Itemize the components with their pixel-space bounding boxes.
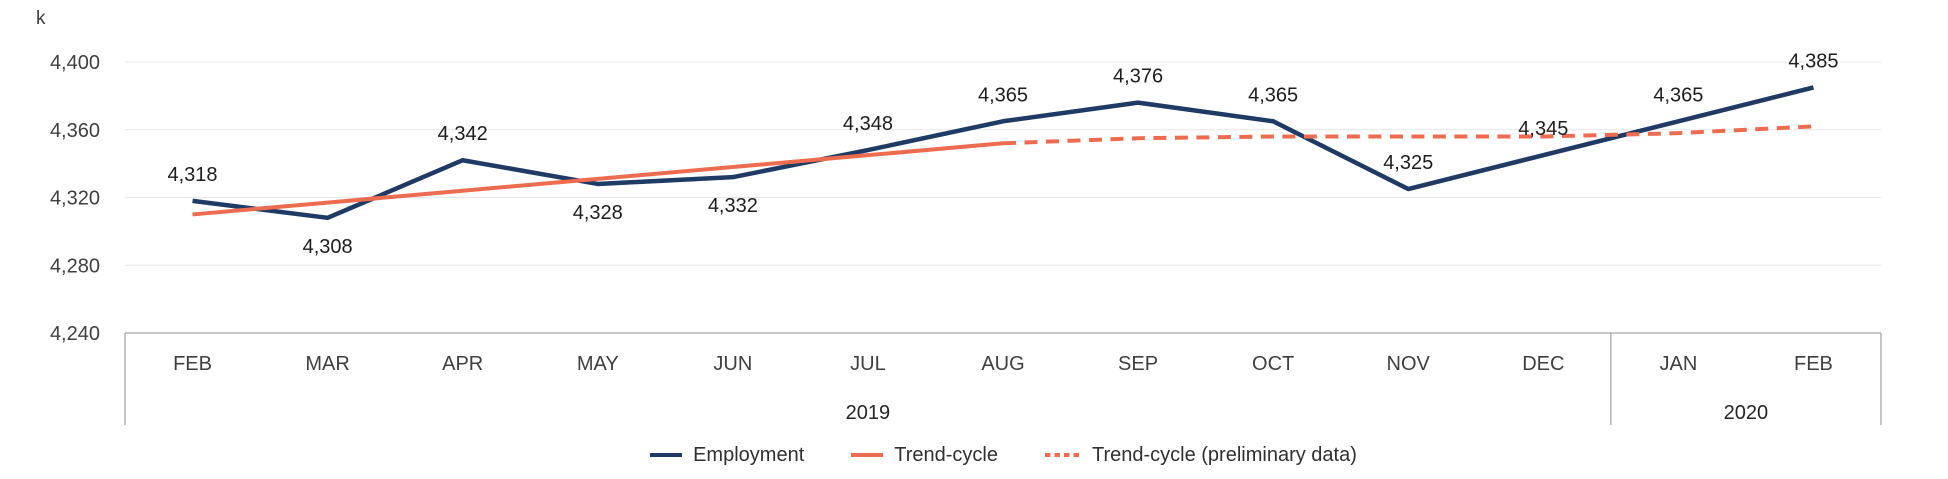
trend-cycle-preliminary-dashed-swatch [1044,453,1081,457]
legend-item-employment: Employment [649,444,804,467]
y-axis-tick-label: 4,240 [50,323,100,345]
legend: Employment Trend-cycle Trend-cycle (prel… [125,438,1881,472]
x-axis-month-label: DEC [1522,353,1564,375]
x-axis-month-label: NOV [1387,353,1431,375]
x-axis-month-label: JUN [713,353,752,375]
series-line-trend-cycle-preliminary-data [1002,124,1814,146]
y-axis-tick-label: 4,320 [50,188,100,210]
data-label: 4,345 [1518,118,1568,140]
data-label: 4,365 [1248,84,1298,106]
data-label: 4,385 [1788,50,1838,72]
y-axis-tick-label: 4,360 [50,120,100,142]
year-label: 2020 [1724,402,1769,424]
data-label: 4,376 [1113,66,1163,88]
x-axis-month-label: MAR [305,353,349,375]
x-axis-month-label: APR [442,353,483,375]
series-line-employment [192,85,1815,221]
data-label: 4,365 [1653,84,1703,106]
data-label: 4,365 [978,84,1028,106]
data-label: 4,318 [168,164,218,186]
legend-item-trend-cycle-preliminary: Trend-cycle (preliminary data) [1044,444,1357,467]
y-axis-tick-label: 4,400 [50,52,100,74]
x-axis-month-label: JAN [1659,353,1697,375]
legend-label-trend-cycle-preliminary: Trend-cycle (preliminary data) [1091,443,1357,466]
x-axis-month-label: AUG [981,353,1024,375]
x-axis-month-label: JUL [850,353,886,375]
data-label: 4,308 [303,236,353,258]
y-axis-tick-label: 4,280 [50,255,100,277]
employment-line-swatch [650,453,683,457]
data-label: 4,342 [438,123,488,145]
x-axis-month-label: FEB [173,353,212,375]
x-axis-month-label: MAY [577,353,619,375]
trend-cycle-line-swatch [851,453,884,457]
legend-label-trend-cycle: Trend-cycle [894,443,998,466]
legend-label-employment: Employment [693,443,805,466]
x-axis-month-label: FEB [1794,353,1833,375]
x-axis-month-label: OCT [1252,353,1294,375]
series-line-trend-cycle [192,141,1004,217]
data-label: 4,328 [573,202,623,224]
y-axis-unit-label: k [36,8,46,29]
data-label: 4,325 [1383,152,1433,174]
legend-item-trend-cycle: Trend-cycle [850,444,998,467]
year-label: 2019 [846,402,891,424]
data-label: 4,348 [843,113,893,135]
data-label: 4,332 [708,195,758,217]
x-axis-month-label: SEP [1118,353,1158,375]
